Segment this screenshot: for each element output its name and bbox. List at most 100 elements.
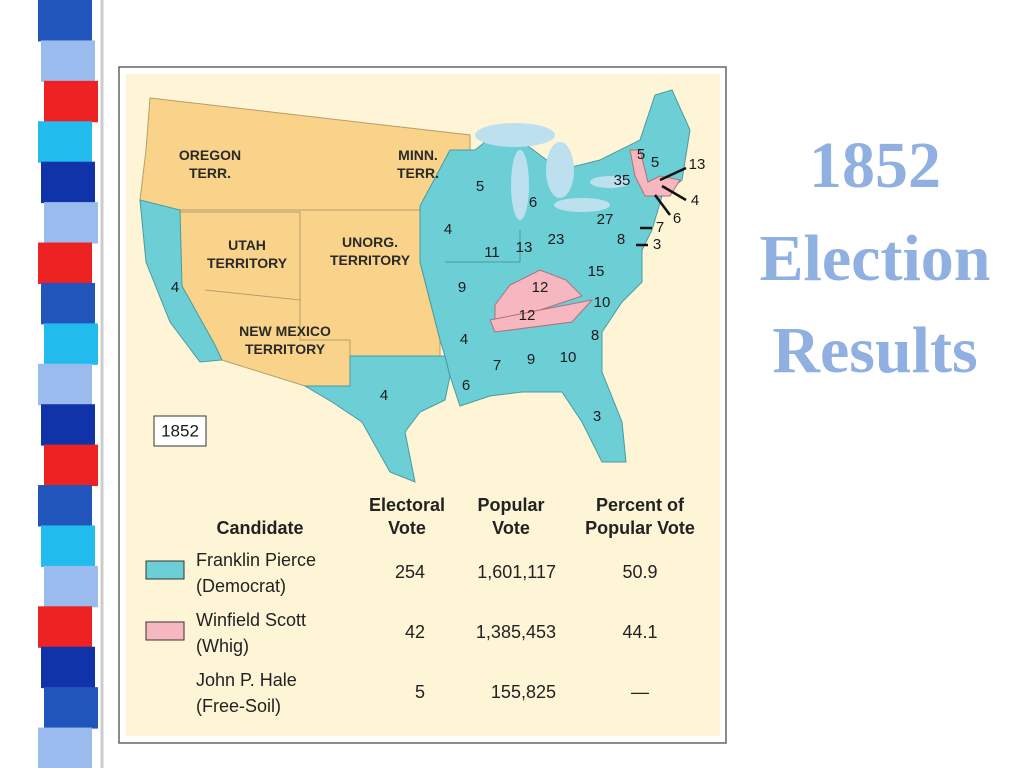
lake [546,142,574,198]
stripe [38,242,92,284]
decor-stripes [38,0,98,768]
territory-label: UTAH [228,237,266,253]
state-vote: 3 [653,236,661,253]
lake [554,198,610,212]
lake [590,176,630,188]
stripe [38,606,92,648]
border [445,230,521,263]
territory-label: OREGON [179,147,241,163]
state-vote: 10 [560,349,577,366]
lake [511,150,529,220]
stripe [44,444,98,487]
state-vote: 4 [380,387,388,404]
state-vote: 8 [591,327,599,344]
table-header: Vote [388,518,426,538]
state-vote: 6 [462,377,470,394]
lake [475,123,555,147]
stripe [41,282,95,325]
state-area [303,355,451,483]
territory-label: TERRITORY [207,255,288,271]
candidate-name: (Free-Soil) [196,696,281,716]
title-line: Results [772,314,977,387]
state-vote: 5 [476,178,484,195]
state-area [139,199,223,363]
map: 1852 [139,89,691,483]
legend-swatch [145,560,185,580]
state-vote: 6 [673,210,681,227]
percent-vote: 50.9 [622,562,657,582]
candidate-name: John P. Hale [196,670,297,690]
state-vote: 5 [637,146,645,163]
state-vote: 4 [444,221,452,238]
state-vote: 4 [460,331,468,348]
territory-label: UNORG. [342,234,398,250]
whig-state [629,149,681,197]
stripe [38,363,92,406]
year-box [153,415,207,447]
percent-vote: — [631,682,649,702]
whig-state [489,299,594,333]
electoral-vote: 5 [415,682,425,702]
state-vote: 15 [588,263,605,280]
stripe [38,485,92,527]
popular-vote: 1,385,453 [476,622,556,642]
stripe [44,202,98,244]
state-vote: 5 [651,154,659,171]
stripe [44,80,98,123]
stripe [44,687,98,729]
electoral-vote: 42 [405,622,425,642]
title-line: Election [760,222,991,295]
percent-vote: 44.1 [622,622,657,642]
stripe [44,323,98,365]
table-header: Electoral [369,495,445,515]
territory-label: MINN. [398,147,438,163]
popular-vote: 155,825 [491,682,556,702]
border [180,211,301,301]
state-vote: 23 [548,231,565,248]
year-label: 1852 [161,421,199,440]
candidate-name: (Democrat) [196,576,286,596]
leader-lines [636,166,687,247]
electoral-vote: 254 [395,562,425,582]
stripe [38,727,92,768]
state-vote: 4 [691,192,699,209]
territory-label: TERRITORY [245,341,326,357]
state-vote: 12 [532,279,549,296]
state-vote: 8 [617,231,625,248]
territory-label: NEW MEXICO [239,323,331,339]
table-header: Popular [477,495,544,515]
popular-vote: 1,601,117 [477,562,556,582]
state-vote: 11 [484,244,500,261]
territory-label: TERRITORY [330,252,411,268]
candidate-name: Franklin Pierce [196,550,316,570]
stripe [41,40,95,82]
table-header: Vote [492,518,530,538]
state-vote: 3 [593,408,601,425]
candidate-name: Winfield Scott [196,610,306,630]
title-line: 1852 [809,129,941,202]
stripe [41,404,95,446]
state-vote: 6 [529,194,537,211]
stripe [38,121,92,163]
stripe [44,565,98,608]
state-vote: 12 [519,307,536,324]
stripe [41,525,95,567]
stripe [38,0,92,42]
state-vote: 9 [458,279,466,296]
legend-swatch [145,621,185,641]
candidate-name: (Whig) [196,636,249,656]
stripe [41,161,95,204]
table-header: Percent of [596,495,685,515]
state-vote: 27 [597,211,614,228]
state-vote: 7 [493,357,501,374]
state-vote: 9 [527,351,535,368]
state-vote: 13 [516,239,533,256]
territory-label: TERR. [189,165,231,181]
state-vote: 35 [614,172,631,189]
stripe [41,646,95,689]
table-header: Candidate [216,518,303,538]
state-vote: 10 [594,294,611,311]
state-vote: 13 [689,156,706,173]
state-vote: 7 [656,219,664,236]
